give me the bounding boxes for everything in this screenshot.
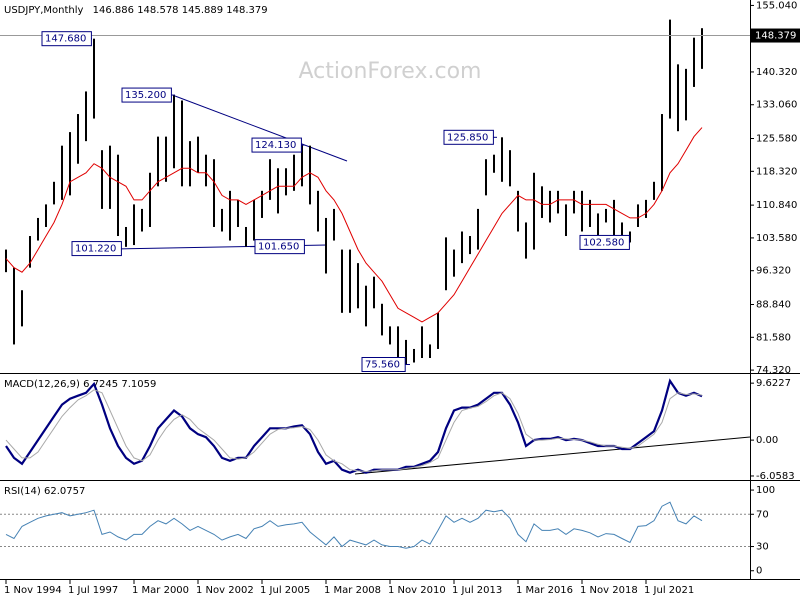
annotation-label: 147.680 bbox=[45, 34, 86, 45]
watermark: ActionForex.com bbox=[299, 59, 482, 84]
x-tick-label: 1 Nov 2010 bbox=[388, 585, 446, 596]
trendline bbox=[354, 436, 751, 475]
x-tick-label: 1 Nov 2018 bbox=[580, 585, 638, 596]
annotation-box bbox=[121, 87, 172, 103]
annotation-label: 75.560 bbox=[365, 360, 400, 371]
x-tick-label: 1 Jul 2005 bbox=[260, 585, 310, 596]
y-tick-label: 9.6227 bbox=[756, 378, 791, 389]
x-tick-label: 1 Jul 2013 bbox=[452, 585, 502, 596]
y-tick-label: 74.320 bbox=[756, 365, 791, 376]
y-tick-label: 0 bbox=[756, 566, 762, 577]
y-tick-label: 103.580 bbox=[756, 233, 797, 244]
macd-header: MACD(12,26,9) 6.7245 7.1059 bbox=[4, 379, 156, 390]
indicator-line bbox=[5, 378, 703, 474]
y-tick-label: 81.580 bbox=[756, 332, 791, 343]
symbol: USDJPY,Monthly bbox=[4, 5, 84, 16]
annotation-label: 101.650 bbox=[258, 242, 299, 253]
readout: 148.578 bbox=[137, 5, 178, 16]
rsi-header: RSI(14) 62.0757 bbox=[4, 486, 85, 497]
y-tick-label: -6.0583 bbox=[756, 471, 795, 482]
header: USDJPY,Monthly 146.886 148.578 145.889 1… bbox=[4, 5, 268, 16]
readout: 6.7245 bbox=[83, 379, 118, 390]
y-tick-label: 155.040 bbox=[756, 0, 797, 11]
readout: 145.889 bbox=[182, 5, 223, 16]
indicator-line bbox=[5, 501, 703, 549]
annotation-box bbox=[41, 31, 92, 47]
annotation-box bbox=[71, 241, 122, 257]
x-tick-label: 1 Mar 2008 bbox=[324, 585, 381, 596]
y-tick-label: 140.320 bbox=[756, 67, 797, 78]
x-tick-label: 1 Mar 2000 bbox=[132, 585, 189, 596]
x-tick-label: 1 Jul 2021 bbox=[644, 585, 694, 596]
annotation-label: 135.200 bbox=[125, 90, 166, 101]
annotation-label: 102.580 bbox=[583, 237, 624, 248]
trendline bbox=[174, 95, 348, 162]
y-tick-label: 125.580 bbox=[756, 134, 797, 145]
annotation-box bbox=[361, 357, 406, 373]
annotation-box bbox=[251, 137, 302, 153]
y-tick-label: 30 bbox=[756, 542, 769, 553]
y-tick-label: 88.840 bbox=[756, 300, 791, 311]
x-tick-label: 1 Nov 2002 bbox=[196, 585, 254, 596]
readout: 62.0757 bbox=[44, 486, 85, 497]
annotation-label: 101.220 bbox=[75, 244, 116, 255]
y-tick-label: 70 bbox=[756, 509, 769, 520]
last-price-label: 148.379 bbox=[755, 31, 796, 42]
y-tick-label: 100 bbox=[756, 485, 775, 496]
frame bbox=[0, 0, 800, 580]
indicator-line bbox=[5, 389, 703, 473]
x-tick-label: 1 Mar 2016 bbox=[516, 585, 573, 596]
y-tick-label: 110.840 bbox=[756, 200, 797, 211]
readout: 7.1059 bbox=[121, 379, 156, 390]
indicator-name: RSI(14) bbox=[4, 486, 41, 497]
x-tick-label: 1 Nov 1994 bbox=[4, 585, 62, 596]
indicator-name: MACD(12,26,9) bbox=[4, 379, 80, 390]
y-tick-label: 133.060 bbox=[756, 100, 797, 111]
annotation-label: 124.130 bbox=[255, 140, 296, 151]
y-tick-label: 96.320 bbox=[756, 266, 791, 277]
last-price-box bbox=[751, 28, 800, 43]
x-tick-label: 1 Jul 1997 bbox=[68, 585, 118, 596]
y-tick-label: 118.320 bbox=[756, 166, 797, 177]
annotation-label: 125.850 bbox=[447, 132, 488, 143]
annotation-box bbox=[579, 234, 630, 250]
readout: 146.886 bbox=[93, 5, 134, 16]
annotation-box bbox=[443, 129, 494, 145]
y-tick-label: 0.00 bbox=[756, 435, 778, 446]
moving-average bbox=[5, 127, 703, 323]
annotation-box bbox=[254, 239, 305, 255]
readout: 148.379 bbox=[226, 5, 267, 16]
